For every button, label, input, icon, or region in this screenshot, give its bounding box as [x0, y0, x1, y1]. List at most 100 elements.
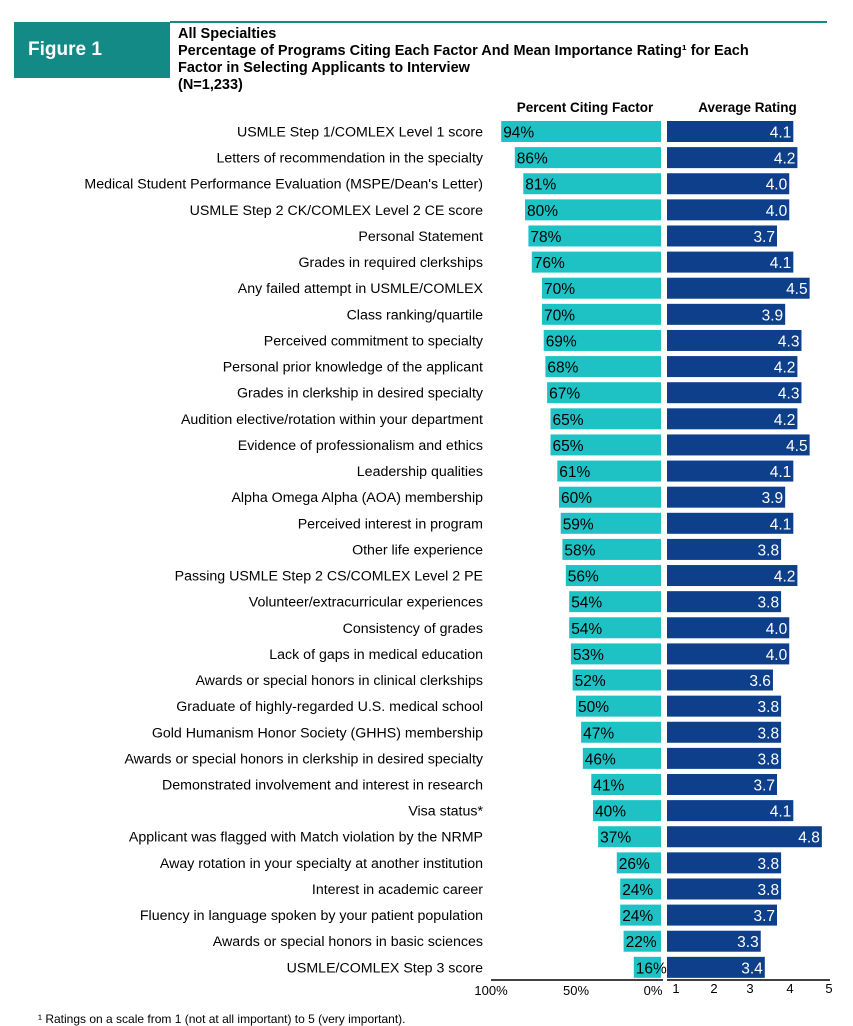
percent-bar: [569, 591, 661, 613]
percent-bar: [582, 747, 661, 769]
category-label: Away rotation in your specialty at anoth…: [160, 856, 483, 872]
percent-data-label: 86%: [517, 151, 548, 168]
percent-bar: [550, 408, 661, 430]
rating-data-label: 3.4: [741, 960, 763, 977]
rating-data-label: 3.8: [758, 751, 780, 768]
percent-bar: [550, 434, 661, 456]
rating-bar: [667, 512, 794, 534]
percent-bar: [531, 251, 661, 273]
rating-bar: [667, 356, 798, 378]
rating-bar: [667, 382, 802, 404]
category-label: Any failed attempt in USMLE/COMLEX: [238, 281, 484, 297]
rating-tick-label: 3: [746, 981, 753, 996]
rating-data-label: 4.3: [778, 386, 800, 403]
chart-title: All Specialties Percentage of Programs C…: [178, 26, 828, 94]
percent-data-label: 53%: [573, 647, 604, 664]
percent-bar: [525, 199, 661, 221]
percent-data-label: 52%: [575, 673, 606, 690]
category-label: Perceived interest in program: [298, 516, 483, 532]
percent-data-label: 68%: [547, 360, 578, 377]
percent-bar: [598, 826, 661, 848]
percent-data-label: 76%: [534, 255, 565, 272]
percent-data-label: 41%: [593, 778, 624, 795]
rating-bar: [667, 695, 782, 717]
percent-bar: [514, 147, 661, 169]
rating-data-label: 4.1: [770, 804, 792, 821]
percent-bar: [501, 121, 661, 142]
percent-bar: [569, 617, 661, 639]
percent-data-label: 58%: [564, 542, 595, 559]
rating-tick-label: 4: [786, 981, 793, 996]
percent-bar: [581, 721, 661, 743]
percent-tick-label: 100%: [474, 983, 508, 998]
rating-data-label: 4.8: [798, 830, 820, 847]
percent-data-label: 22%: [626, 934, 657, 951]
rating-data-label: 3.8: [758, 882, 780, 899]
rating-data-label: 3.9: [762, 490, 784, 507]
percent-data-label: 40%: [595, 804, 626, 821]
rating-bar: [667, 826, 822, 848]
percent-data-label: 70%: [544, 281, 575, 298]
percent-bar: [616, 852, 661, 874]
percent-bar: [560, 512, 661, 534]
rating-bar: [667, 460, 794, 482]
percent-data-label: 60%: [561, 490, 592, 507]
category-label: Leadership qualities: [357, 464, 483, 480]
rating-data-label: 3.9: [762, 307, 784, 324]
rating-data-label: 4.1: [770, 464, 792, 481]
percent-data-label: 70%: [544, 307, 575, 324]
rating-data-label: 3.8: [758, 856, 780, 873]
rating-bar: [667, 225, 778, 247]
percent-tick-label: 0%: [644, 983, 663, 998]
rating-bar: [667, 591, 782, 613]
rating-data-label: 4.0: [766, 647, 788, 664]
title-line-3: Factor in Selecting Applicants to Interv…: [178, 60, 470, 76]
percent-data-label: 37%: [600, 830, 631, 847]
rating-data-label: 4.0: [766, 177, 788, 194]
percent-panel-title: Percent Citing Factor: [516, 100, 654, 115]
category-label: Visa status*: [408, 804, 483, 820]
category-label: Fluency in language spoken by your patie…: [140, 908, 483, 924]
rating-data-label: 3.7: [753, 778, 775, 795]
category-label: Volunteer/extracurricular experiences: [249, 595, 483, 611]
rating-bar: [667, 904, 778, 926]
percent-bar: [633, 956, 661, 978]
rating-data-label: 4.2: [774, 360, 796, 377]
rating-data-label: 3.8: [758, 595, 780, 612]
rating-data-label: 4.2: [774, 151, 796, 168]
percent-bar: [523, 173, 661, 195]
rating-bar: [667, 774, 778, 795]
percent-bar: [528, 225, 661, 247]
percent-data-label: 26%: [619, 856, 650, 873]
percent-data-label: 46%: [585, 751, 616, 768]
percent-data-label: 47%: [583, 725, 614, 742]
category-label: Alpha Omega Alpha (AOA) membership: [231, 490, 483, 506]
percent-data-label: 69%: [546, 333, 577, 350]
rating-data-label: 3.6: [749, 673, 771, 690]
title-line-2: Percentage of Programs Citing Each Facto…: [178, 43, 749, 59]
percent-data-label: 56%: [568, 569, 599, 586]
rating-bar: [667, 852, 782, 874]
rating-data-label: 4.0: [766, 621, 788, 638]
percent-bar: [623, 930, 661, 952]
category-label: Letters of recommendation in the special…: [216, 151, 483, 167]
percent-data-label: 78%: [530, 229, 561, 246]
category-label: Grades in clerkship in desired specialty: [237, 386, 484, 402]
percent-data-label: 24%: [622, 882, 653, 899]
rating-data-label: 3.7: [753, 229, 775, 246]
percent-data-label: 65%: [553, 412, 584, 429]
percent-bar: [543, 329, 661, 351]
percent-tick-label: 50%: [563, 983, 589, 998]
header-rule: [170, 21, 827, 23]
percent-bar: [542, 277, 661, 299]
rating-bar: [667, 669, 773, 691]
rating-data-label: 4.5: [786, 281, 808, 298]
rating-data-label: 3.8: [758, 725, 780, 742]
category-label: Perceived commitment to specialty: [264, 333, 484, 349]
rating-bar: [667, 173, 790, 195]
rating-bar: [667, 121, 794, 142]
percent-data-label: 24%: [622, 908, 653, 925]
percent-bar: [620, 904, 661, 926]
category-label: Gold Humanism Honor Society (GHHS) membe…: [152, 725, 483, 741]
